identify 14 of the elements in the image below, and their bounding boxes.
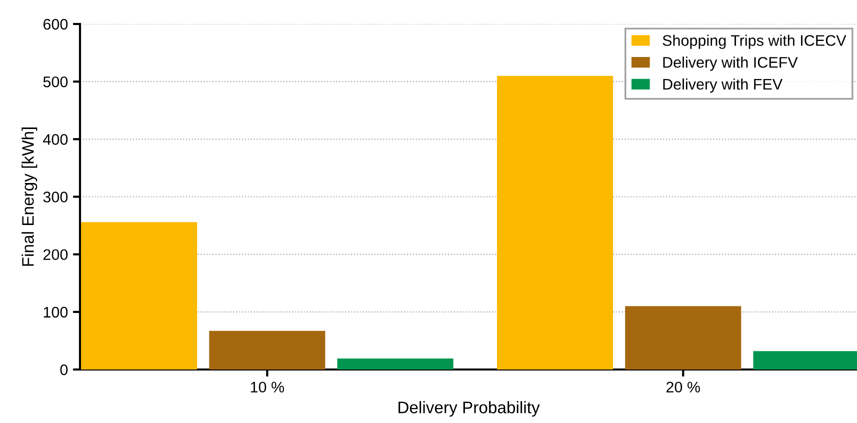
y-tick-label: 400 <box>43 134 68 145</box>
legend-label: Delivery with ICEFV <box>663 56 798 71</box>
y-tick-label: 0 <box>60 364 68 376</box>
y-tick-label: 300 <box>43 192 68 202</box>
legend-label: Shopping Trips with ICECV <box>662 34 846 49</box>
y-tick-label: 600 <box>43 18 68 30</box>
y-axis-title: Final Energy [kWh] <box>22 128 38 266</box>
y-tick-label: 100 <box>44 306 68 318</box>
legend-label: Delivery with FEV <box>663 78 783 93</box>
x-tick-label: 10 % <box>250 382 284 393</box>
y-tick-label: 200 <box>43 249 68 260</box>
x-axis-title: Delivery Probability <box>398 401 540 417</box>
y-tick-label: 500 <box>43 76 68 88</box>
x-tick-label: 20 % <box>666 382 700 393</box>
